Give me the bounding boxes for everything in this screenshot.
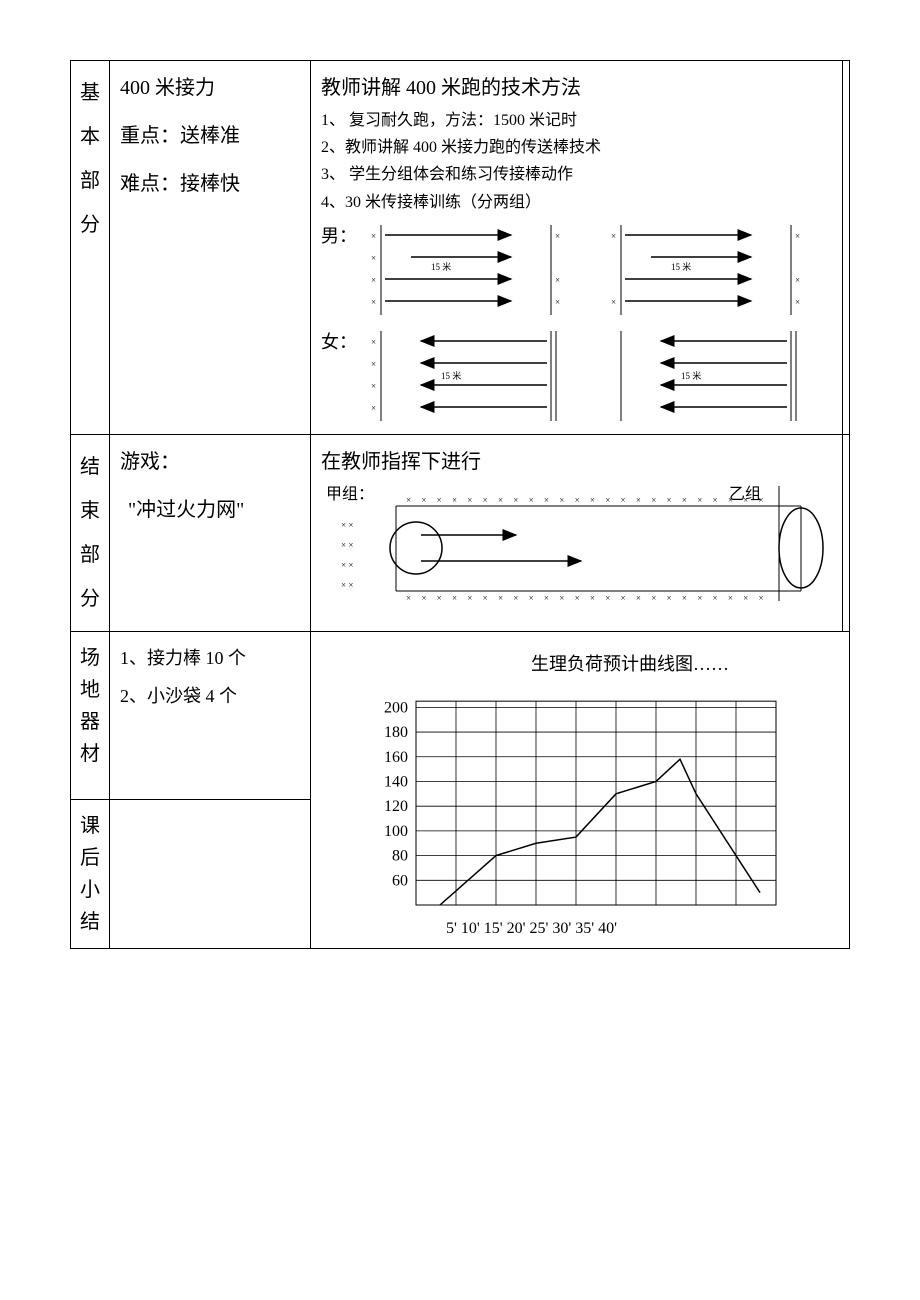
svg-text:×: × <box>611 231 616 241</box>
basic-title: 400 米接力 <box>120 69 300 107</box>
spacer-col-2 <box>843 434 850 631</box>
equip-item-1: 1、接力棒 10 个 <box>120 640 300 678</box>
end-right-cell: 在教师指挥下进行 甲组： 乙组 × × × × × × × × × × × × … <box>311 434 843 631</box>
svg-text:60: 60 <box>392 872 408 889</box>
dist-label-m2: 15 米 <box>671 261 691 272</box>
basic-key: 重点：送棒准 <box>120 117 300 155</box>
svg-text:×: × <box>371 337 376 347</box>
step-4: 4、30 米传接棒训练（分两组） <box>321 189 832 216</box>
spacer-col-1 <box>843 61 850 435</box>
dist-label-f1: 15 米 <box>441 370 461 381</box>
end-chars: 结束部分 <box>80 456 100 610</box>
step-1: 1、 复习耐久跑，方法：1500 米记时 <box>321 107 832 134</box>
svg-text:200: 200 <box>384 699 408 716</box>
section-label-equip: 场地器材 <box>71 631 110 799</box>
svg-text:×: × <box>555 275 560 285</box>
end-left-cell: 游戏： "冲过火力网" <box>110 434 311 631</box>
summary-cell <box>110 799 311 948</box>
equip-item-2: 2、小沙袋 4 个 <box>120 678 300 716</box>
lesson-plan-table: 基本部分 400 米接力 重点：送棒准 难点：接棒快 教师讲解 400 米跑的技… <box>70 60 850 949</box>
male-label: 男： <box>321 222 357 248</box>
svg-text:×: × <box>555 231 560 241</box>
svg-text:×: × <box>371 381 376 391</box>
svg-text:160: 160 <box>384 749 408 766</box>
step-3: 3、 学生分组体会和练习传接棒动作 <box>321 161 832 188</box>
svg-text:×: × <box>611 297 616 307</box>
svg-text:× ×: × × <box>341 560 353 570</box>
dist-label-m1: 15 米 <box>431 261 451 272</box>
section-label-end: 结束部分 <box>71 434 110 631</box>
svg-text:× × × × × × × × × × × × × × ×: × × × × × × × × × × × × × × × × × × × × … <box>406 495 768 505</box>
svg-text:× ×: × × <box>341 540 353 550</box>
svg-text:× × × × × × × × × × × × × × ×: × × × × × × × × × × × × × × × × × × × × … <box>406 593 768 603</box>
load-curve-chart: 60 80 100 120 140 160 180 200 5' 10' 15' 20' 25'… <box>361 680 821 940</box>
team-a-label: 甲组： <box>326 485 374 503</box>
svg-text:× ×: × × <box>341 580 353 590</box>
end-left-title: 游戏： <box>120 443 300 481</box>
chart-title: 生理负荷预计曲线图…… <box>421 650 839 676</box>
summary-chars: 课后小结 <box>80 815 100 933</box>
game-diagram: 甲组： 乙组 × × × × × × × × × × × × × × × × ×… <box>321 481 831 611</box>
svg-text:×: × <box>371 403 376 413</box>
basic-chars: 基本部分 <box>80 82 100 236</box>
svg-text:×: × <box>371 253 376 263</box>
svg-text:180: 180 <box>384 724 408 741</box>
svg-text:80: 80 <box>392 847 408 864</box>
section-label-summary: 课后小结 <box>71 799 110 948</box>
svg-text:×: × <box>371 359 376 369</box>
svg-text:×: × <box>555 297 560 307</box>
svg-text:×: × <box>795 231 800 241</box>
svg-text:× ×: × × <box>341 520 353 530</box>
basic-left-cell: 400 米接力 重点：送棒准 难点：接棒快 <box>110 61 311 435</box>
basic-right-title: 教师讲解 400 米跑的技术方法 <box>321 69 832 107</box>
step-2: 2、教师讲解 400 米接力跑的传送棒技术 <box>321 134 832 161</box>
svg-text:5' 10' 15' 20' 25' 30' 35' 4: 5' 10' 15' 20' 25' 30' 35' 40' <box>446 920 617 937</box>
svg-text:140: 140 <box>384 773 408 790</box>
svg-text:×: × <box>371 297 376 307</box>
basic-diff: 难点：接棒快 <box>120 165 300 203</box>
svg-text:×: × <box>795 297 800 307</box>
male-relay-diagram: × × × × × × × 15 米 <box>361 220 831 320</box>
svg-text:120: 120 <box>384 798 408 815</box>
equip-chars: 场地器材 <box>80 647 100 765</box>
chart-cell: 生理负荷预计曲线图…… 60 80 100 120 140 160 180 200 5' 10'… <box>311 631 850 948</box>
basic-right-cell: 教师讲解 400 米跑的技术方法 1、 复习耐久跑，方法：1500 米记时 2、… <box>311 61 843 435</box>
end-right-title: 在教师指挥下进行 <box>321 443 832 481</box>
female-label: 女： <box>321 328 357 354</box>
svg-text:100: 100 <box>384 823 408 840</box>
end-left-sub: "冲过火力网" <box>128 491 300 529</box>
svg-text:×: × <box>371 231 376 241</box>
equipment-cell: 1、接力棒 10 个 2、小沙袋 4 个 <box>110 631 311 799</box>
svg-text:×: × <box>795 275 800 285</box>
svg-text:×: × <box>371 275 376 285</box>
section-label-basic: 基本部分 <box>71 61 110 435</box>
dist-label-f2: 15 米 <box>681 370 701 381</box>
female-relay-diagram: × × × × 15 米 <box>361 326 831 426</box>
